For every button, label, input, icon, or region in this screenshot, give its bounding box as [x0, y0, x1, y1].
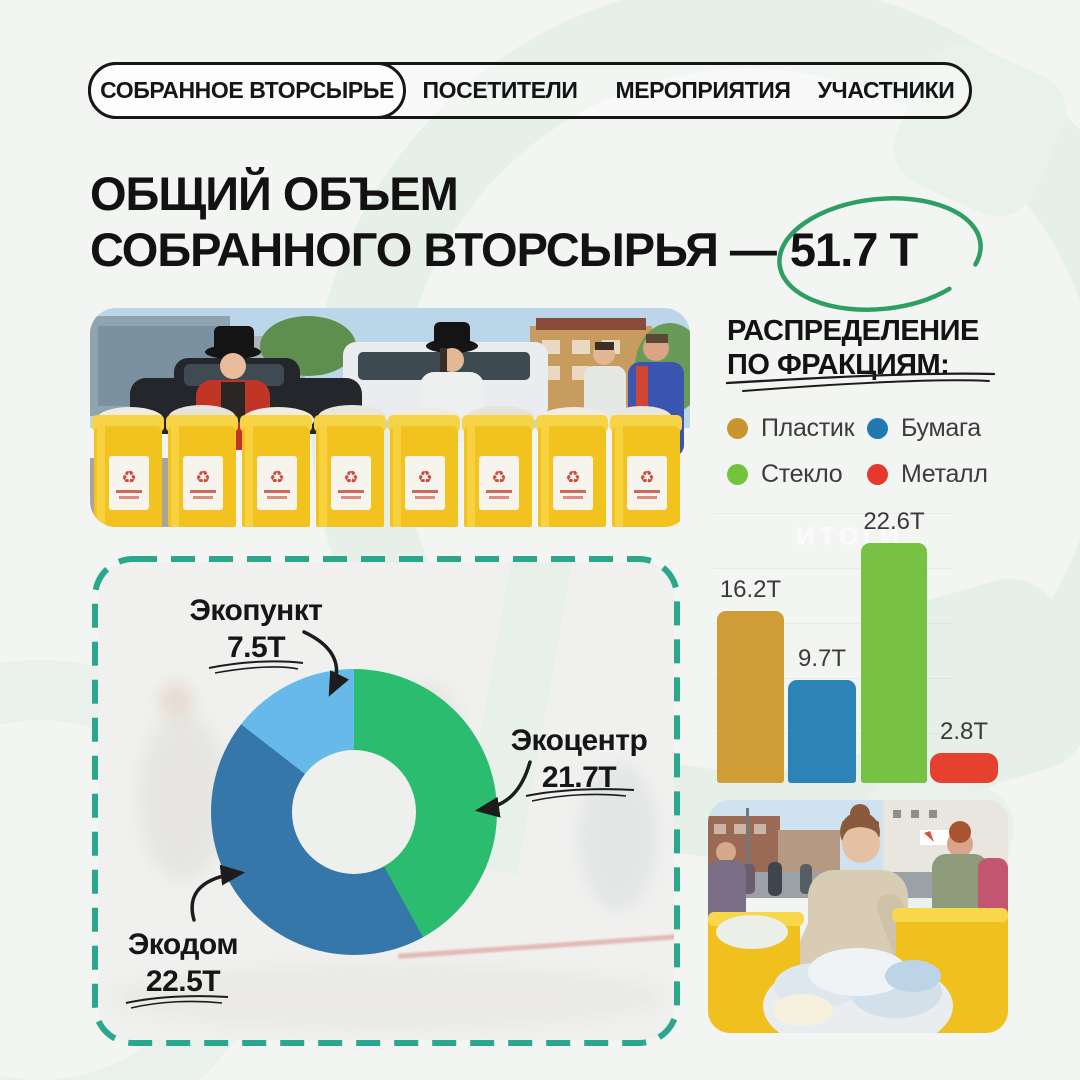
bar-plastic: 16.2Т: [717, 576, 784, 783]
tab-participants[interactable]: УЧАСТНИКИ: [817, 77, 955, 103]
bar-glass: 22.6Т: [861, 508, 927, 783]
donut-chart: [211, 669, 497, 955]
tab-events[interactable]: МЕРОПРИЯТИЯ: [615, 77, 791, 103]
photo-bottom-scene: [708, 800, 1008, 1033]
bar-paper: 9.7Т: [788, 645, 856, 783]
page-title-line1: ОБЩИЙ ОБЪЕМ: [90, 167, 459, 220]
tab-bar: СОБРАННОЕ ВТОРСЫРЬЕ ПОСЕТИТЕЛИ МЕРОПРИЯТ…: [88, 62, 972, 119]
bar-plastic-rect: [717, 611, 784, 783]
bar-glass-rect: [861, 543, 927, 783]
legend-item-metal: Металл: [867, 460, 1007, 489]
legend-item-plastic: Пластик: [727, 414, 867, 443]
tab-visitors[interactable]: ПОСЕТИТЕЛИ: [422, 77, 578, 103]
donut-label-ekopunkt: Экопункт 7.5Т: [189, 594, 323, 664]
photo-yellow-bins-street: ♻: [90, 308, 690, 527]
legend-dot-metal: [867, 464, 888, 485]
faded-face: [158, 682, 194, 718]
faded-red-rope: [398, 934, 674, 959]
gridline: [713, 623, 953, 624]
fractions-bar-chart: итоги 16.2Т 9.7Т 22.6Т 2.8Т: [713, 503, 1005, 783]
collection-points-panel: Экопункт 7.5Т Экоцентр 21.7Т Экодом 22.5…: [92, 556, 680, 1046]
total-volume-highlight: 51.7 Т: [777, 196, 983, 312]
page-title: ОБЩИЙ ОБЪЕМ СОБРАННОГО ВТОРСЫРЬЯ — 51.7 …: [90, 166, 983, 312]
photo-top-scene: ♻: [90, 308, 690, 527]
donut-label-ekodom: Экодом 22.5Т: [127, 928, 239, 998]
panel-background-photo: Экопункт 7.5Т Экоцентр 21.7Т Экодом 22.5…: [98, 562, 674, 1040]
gridline: [713, 678, 953, 679]
bar-metal: 2.8Т: [930, 718, 998, 783]
donut-label-ekocentr: Экоцентр 21.7Т: [510, 724, 648, 794]
photo-woman-sorting: [708, 800, 1008, 1033]
legend-dot-plastic: [727, 418, 748, 439]
legend-item-glass: Стекло: [727, 460, 867, 489]
bar-paper-rect: [788, 680, 856, 783]
volunteer-white-tee: [420, 322, 484, 442]
bar-metal-rect: [930, 753, 998, 783]
fractions-heading: РАСПРЕДЕЛЕНИЕ ПО ФРАКЦИЯМ:: [727, 315, 979, 381]
fractions-legend: Пластик Бумага Стекло Металл: [727, 414, 1007, 506]
legend-dot-paper: [867, 418, 888, 439]
gridline: [713, 568, 953, 569]
gridline: [713, 513, 953, 514]
legend-dot-glass: [727, 464, 748, 485]
page-title-line2: СОБРАННОГО ВТОРСЫРЬЯ —: [90, 223, 777, 276]
legend-item-paper: Бумага: [867, 414, 1007, 443]
tab-collected-recyclables[interactable]: СОБРАННОЕ ВТОРСЫРЬЕ: [88, 62, 406, 119]
tab-label: СОБРАННОЕ ВТОРСЫРЬЕ: [100, 77, 394, 103]
donut-hole: [292, 750, 416, 874]
